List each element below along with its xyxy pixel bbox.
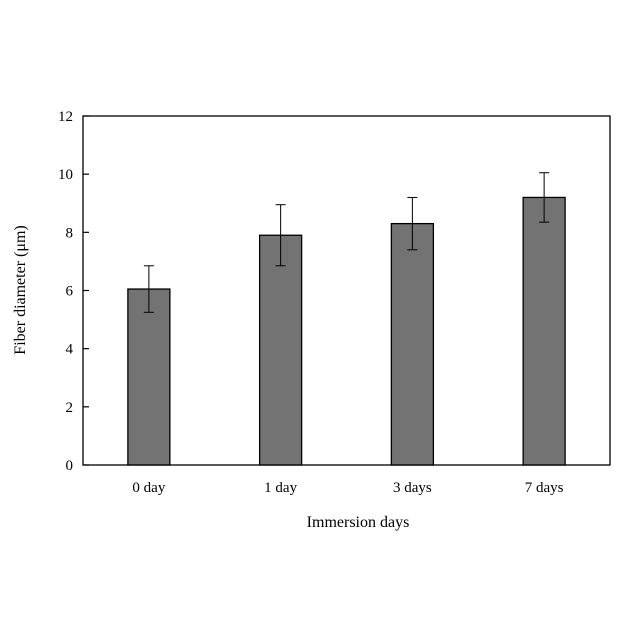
y-axis: 0 2 4 6 8 10 12	[58, 109, 89, 474]
y-tick-label: 0	[66, 458, 74, 474]
error-bars	[144, 173, 549, 313]
bar-chart: 0 2 4 6 8 10 12 0 day 1 day 3 days 7 days Immersi…	[0, 0, 640, 640]
y-tick-label: 12	[58, 109, 73, 125]
x-axis-title: Immersion days	[307, 514, 410, 531]
x-tick-label: 1 day	[264, 480, 297, 496]
x-tick-label: 7 days	[525, 480, 564, 496]
y-axis-title: Fiber diameter (μm)	[12, 225, 29, 354]
y-tick-label: 10	[58, 167, 73, 183]
y-tick-label: 4	[66, 342, 74, 358]
bar-3	[391, 224, 433, 465]
x-tick-label: 3 days	[393, 480, 432, 496]
bar-2	[260, 235, 302, 465]
bar-4	[523, 197, 565, 465]
y-tick-label: 2	[66, 400, 74, 416]
bars	[128, 197, 565, 465]
y-tick-label: 6	[66, 284, 74, 300]
x-tick-label: 0 day	[132, 480, 165, 496]
x-axis: 0 day 1 day 3 days 7 days	[132, 480, 563, 496]
bar-1	[128, 289, 170, 465]
y-tick-label: 8	[66, 225, 74, 241]
